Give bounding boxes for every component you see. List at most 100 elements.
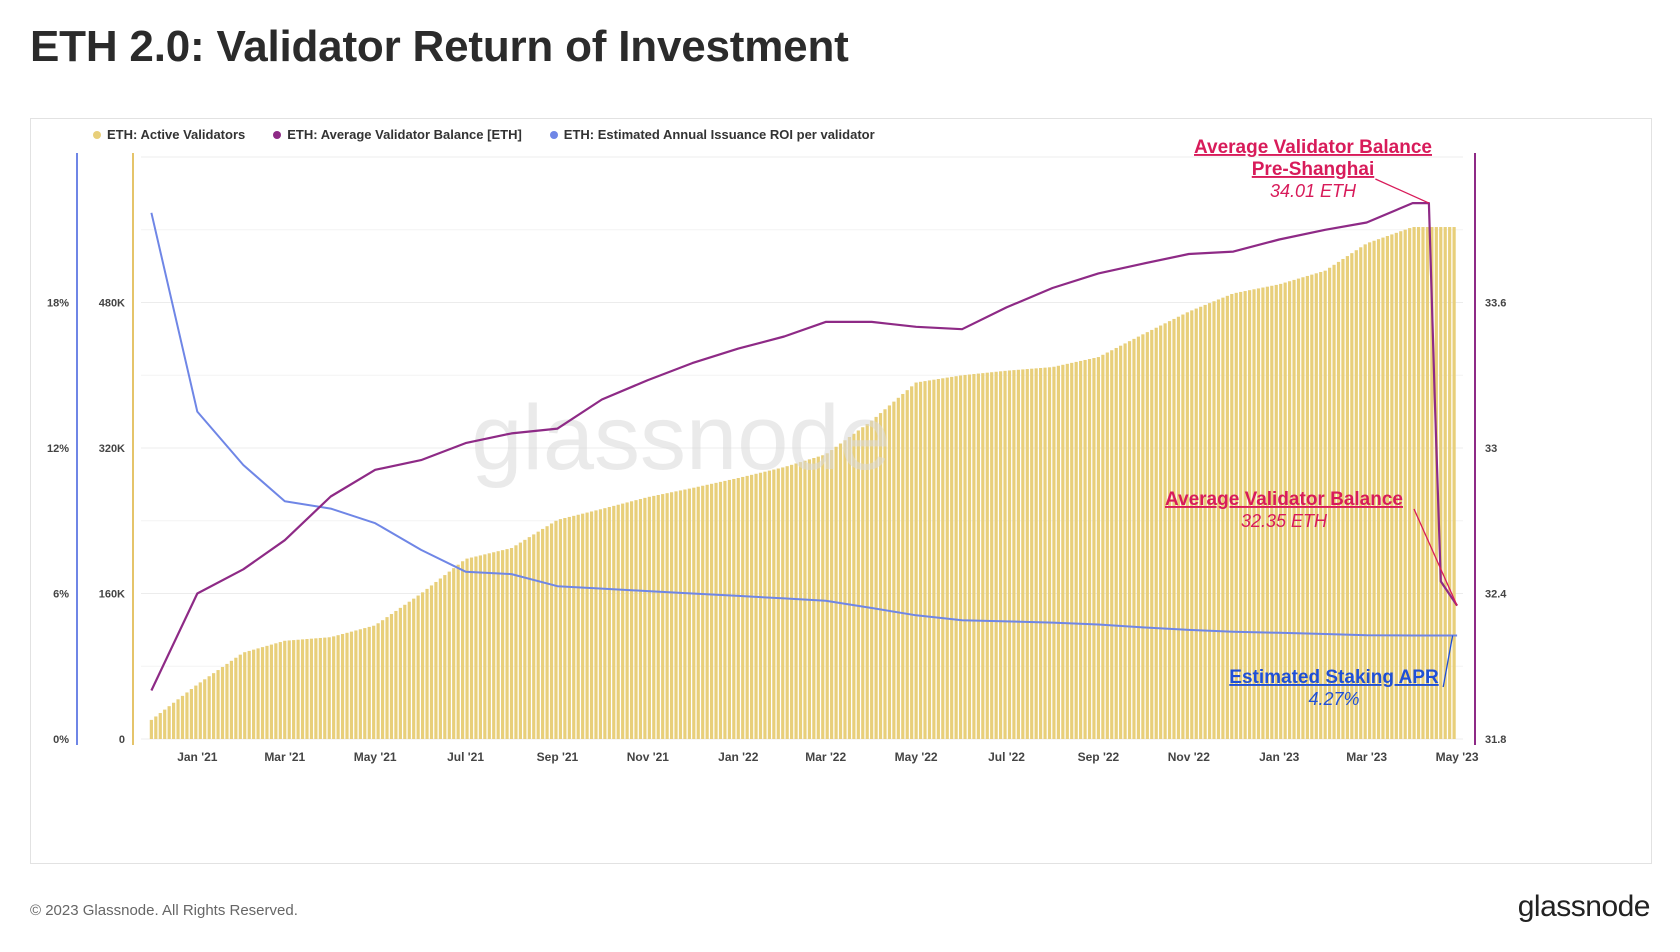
validator-bar xyxy=(1047,367,1052,739)
validator-bar xyxy=(723,480,727,739)
validator-bar xyxy=(438,578,442,739)
validator-bar xyxy=(732,478,736,739)
validator-bar xyxy=(1150,329,1154,739)
validator-bar xyxy=(1332,264,1336,739)
validator-bar xyxy=(505,549,509,739)
legend-item-roi[interactable]: ETH: Estimated Annual Issuance ROI per v… xyxy=(549,127,875,142)
validator-bar xyxy=(656,494,660,739)
legend-item-average-balance[interactable]: ETH: Average Validator Balance [ETH] xyxy=(273,127,522,142)
validator-bar xyxy=(194,685,198,739)
validator-bar xyxy=(1110,350,1114,739)
legend-label: ETH: Estimated Annual Issuance ROI per v… xyxy=(563,127,875,142)
validator-bar xyxy=(874,416,878,739)
validator-bar xyxy=(1283,282,1287,739)
roi-tick-label: 6% xyxy=(53,589,69,601)
validator-bar xyxy=(878,413,883,739)
validators-tick-label: 480K xyxy=(99,298,125,310)
chart-plot: glassnode 0% 6% 12% 18% 0 160K 320K 480K 31.8 32.4… xyxy=(47,137,1507,764)
validator-bar xyxy=(474,556,478,739)
validator-bar xyxy=(750,474,754,739)
annotation-leader xyxy=(1442,635,1454,688)
chart-frame: ETH: Active Validators ETH: Average Vali… xyxy=(30,118,1652,864)
x-tick-label: Sep '21 xyxy=(537,750,579,764)
validator-bar xyxy=(936,379,940,739)
validator-bar xyxy=(207,676,211,739)
validator-bar xyxy=(212,673,216,739)
balance-line xyxy=(150,202,1459,691)
validator-bar xyxy=(1341,258,1345,739)
x-tick-label: Jan '21 xyxy=(177,750,218,764)
x-tick-label: Jan '22 xyxy=(718,750,759,764)
validator-bar xyxy=(843,440,847,739)
validator-bar xyxy=(994,371,998,739)
validator-bar xyxy=(665,493,669,739)
roi-tick-label: 12% xyxy=(47,443,69,455)
validator-bar xyxy=(167,706,171,739)
validator-bar xyxy=(652,495,656,739)
validator-bar xyxy=(1421,227,1425,739)
validator-bar xyxy=(1261,287,1265,739)
validator-bar xyxy=(892,401,896,739)
validator-bar xyxy=(687,488,691,739)
validator-bar xyxy=(1074,361,1078,739)
validator-bar xyxy=(1328,267,1332,739)
validator-bar xyxy=(567,516,571,739)
validator-bar xyxy=(790,464,794,739)
validator-bar xyxy=(821,455,825,739)
validator-bar xyxy=(1039,368,1043,739)
validator-bar xyxy=(469,557,474,739)
validator-bar xyxy=(945,377,949,739)
validator-bar xyxy=(340,633,345,739)
x-tick-label: Mar '23 xyxy=(1346,750,1387,764)
validator-bar xyxy=(678,490,683,739)
validator-bar xyxy=(260,647,265,739)
validator-bar xyxy=(1354,250,1358,739)
validator-bar xyxy=(763,471,767,739)
validator-bar xyxy=(389,614,394,739)
validator-bar xyxy=(1363,244,1367,739)
validator-bar xyxy=(865,423,869,739)
validator-bar xyxy=(972,374,976,739)
validator-bar xyxy=(745,475,749,739)
validator-bar xyxy=(336,635,340,739)
legend-item-active-validators[interactable]: ETH: Active Validators xyxy=(93,127,245,142)
validator-bar xyxy=(558,519,563,739)
validator-bar xyxy=(309,638,314,739)
validator-bar xyxy=(1230,294,1234,739)
validator-bar xyxy=(985,372,989,739)
validator-bar xyxy=(380,620,385,739)
validator-bar xyxy=(518,542,523,739)
validator-bar xyxy=(1101,354,1105,739)
validator-bar xyxy=(941,378,945,739)
validator-bar xyxy=(1279,283,1283,739)
validator-bar xyxy=(1181,314,1185,739)
validator-bar xyxy=(563,518,567,739)
annotation-title: Average Validator Balance xyxy=(1165,489,1403,510)
validator-bar xyxy=(203,679,207,739)
validator-bar xyxy=(154,716,158,739)
validator-bar xyxy=(487,553,491,739)
validator-bar xyxy=(1292,279,1296,739)
validator-bar xyxy=(661,494,665,739)
validators-bars xyxy=(149,227,1456,740)
validator-bar xyxy=(798,462,803,739)
validator-bar xyxy=(385,617,389,739)
validator-bar xyxy=(425,588,429,739)
validator-bar xyxy=(1159,325,1163,739)
x-tick-label: Jul '22 xyxy=(988,750,1025,764)
validator-bar xyxy=(189,689,193,739)
validator-bar xyxy=(1359,247,1363,739)
annotation-title: Estimated Staking APR xyxy=(1229,667,1439,688)
validator-bar xyxy=(683,489,687,739)
x-tick-label: Nov '22 xyxy=(1168,750,1211,764)
x-tick-label: May '23 xyxy=(1436,750,1479,764)
validator-bar xyxy=(243,652,247,739)
validator-bar xyxy=(283,640,287,739)
legend-dot-icon xyxy=(549,130,558,139)
validator-bar xyxy=(1203,304,1207,739)
annotation-title: Average Validator Balance xyxy=(1194,137,1432,158)
validator-bar xyxy=(1452,227,1456,739)
validator-bar xyxy=(1256,288,1261,739)
validator-bar xyxy=(1412,227,1416,739)
validator-bar xyxy=(976,373,980,739)
